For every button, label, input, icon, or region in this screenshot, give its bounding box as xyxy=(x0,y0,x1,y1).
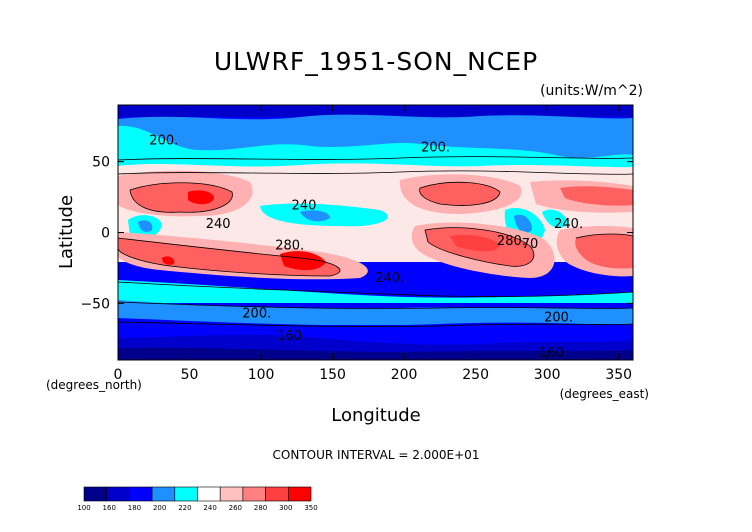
contour-line xyxy=(118,321,633,327)
y-unit-label: (degrees_north) xyxy=(46,378,142,392)
colorbar-level-label: 280 xyxy=(254,504,267,512)
heatmap-field xyxy=(118,105,633,360)
contour-label: 200. xyxy=(421,141,450,156)
colorbar-swatch xyxy=(265,486,289,502)
colorbar-swatch xyxy=(287,486,312,502)
contour-label: 200. xyxy=(544,311,573,326)
band-200-equator-mid xyxy=(300,210,330,222)
x-tick-label: 200 xyxy=(391,367,418,383)
y-tick-label: −50 xyxy=(80,296,110,312)
colorbar-swatch xyxy=(106,486,130,502)
contour-label: 240. xyxy=(375,271,404,286)
x-tick-label: 300 xyxy=(534,367,561,383)
band-280-south-far-east xyxy=(575,234,633,269)
colorbar-level-label: 160 xyxy=(103,504,116,512)
colorbar-level-label: 180 xyxy=(128,504,141,512)
band-300-south-west xyxy=(280,251,326,271)
band-280-south-west xyxy=(118,238,340,276)
contour-label: 280. xyxy=(497,234,526,249)
contour-label: 240 xyxy=(206,217,231,232)
colorbar-level-label: 350 xyxy=(304,504,317,512)
contour-label: 280. xyxy=(275,238,304,253)
x-tick-label: 100 xyxy=(248,367,275,383)
contour-line xyxy=(118,170,633,175)
colorbar-swatch xyxy=(151,486,176,502)
contour-line xyxy=(129,182,233,213)
band-280-north-west xyxy=(130,182,233,213)
colorbar-level-label: 220 xyxy=(178,504,191,512)
contour-interval-text: CONTOUR INTERVAL = 2.000E+01 xyxy=(273,448,480,462)
colorbar-swatch xyxy=(129,486,153,502)
x-tick-label: 350 xyxy=(605,367,632,383)
contour-label: 200. xyxy=(242,306,271,321)
band-220-240-north xyxy=(118,125,633,175)
band-200-equator-east xyxy=(514,214,532,233)
band-300-south-east xyxy=(450,234,500,252)
contour-line xyxy=(118,156,633,161)
x-tick-label: 150 xyxy=(319,367,346,383)
x-axis: 0 50 100 150 200 250 300 350 xyxy=(114,105,632,383)
contour-line xyxy=(419,181,501,206)
band-220-equator-far-east xyxy=(542,209,568,228)
contour-label: 160 xyxy=(539,346,564,361)
colorbar-level-label: 300 xyxy=(279,504,292,512)
colorbar-swatch xyxy=(219,486,244,502)
y-axis: 50 0 −50 xyxy=(80,155,633,312)
band-below-160-south xyxy=(118,347,633,360)
colorbar-swatch xyxy=(174,486,198,502)
contour-label: 160 xyxy=(277,329,302,344)
band-280-north-east xyxy=(419,182,500,206)
contour-label: 240 xyxy=(292,199,317,214)
contour-label: 200. xyxy=(149,133,178,148)
contour-line xyxy=(424,227,535,267)
y-tick-label: 50 xyxy=(92,155,110,171)
contour-line xyxy=(118,301,633,309)
contour-lines xyxy=(118,156,633,327)
x-tick-label: 0 xyxy=(114,367,123,383)
band-220-240-south xyxy=(118,280,633,303)
x-unit-label: (degrees_east) xyxy=(560,387,649,401)
band-200-220-south xyxy=(118,300,633,325)
x-tick-label: 250 xyxy=(462,367,489,383)
contour-line xyxy=(118,281,633,297)
band-200-equator-west xyxy=(138,220,153,232)
colorbar-level-label: 100 xyxy=(77,504,90,512)
contour-line xyxy=(118,237,341,277)
contour-label: 240. xyxy=(554,217,583,232)
band-300-north-west xyxy=(188,190,214,205)
colorbar: 100 160 180 200 220 240 260 280 300 350 xyxy=(77,486,318,512)
contour-line xyxy=(575,233,633,239)
chart-title: ULWRF_1951-SON_NCEP xyxy=(214,47,538,76)
units-label: (units:W/m^2) xyxy=(540,83,643,99)
colorbar-swatch xyxy=(83,486,108,502)
colorbar-level-label: 260 xyxy=(229,504,242,512)
x-tick-label: 50 xyxy=(181,367,199,383)
band-280-north-far-east xyxy=(560,186,633,206)
x-axis-title: Longitude xyxy=(331,405,421,426)
y-tick-label: 0 xyxy=(101,226,110,242)
band-300-south-west-small xyxy=(162,256,175,265)
contour-label: 70 xyxy=(522,237,539,252)
colorbar-swatch xyxy=(197,486,221,502)
colorbar-level-label: 200 xyxy=(153,504,166,512)
colorbar-level-label: 240 xyxy=(203,504,216,512)
y-axis-title: Latitude xyxy=(56,195,77,269)
colorbar-swatch xyxy=(242,486,266,502)
